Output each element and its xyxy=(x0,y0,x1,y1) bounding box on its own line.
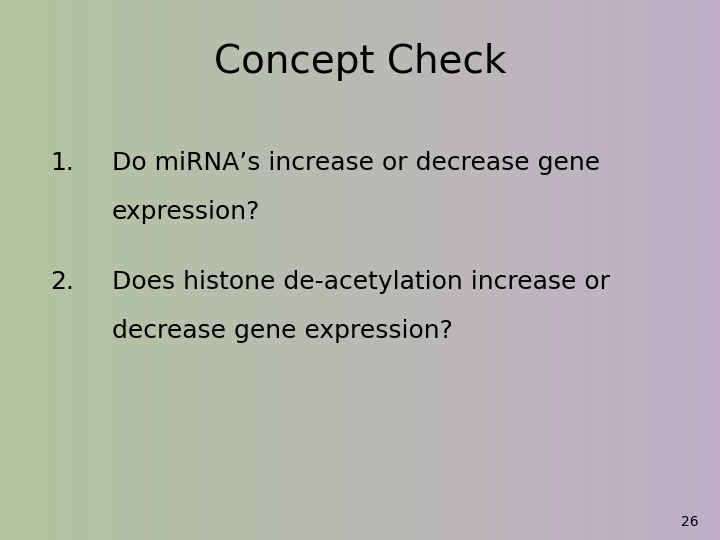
Text: 26: 26 xyxy=(681,515,698,529)
Text: decrease gene expression?: decrease gene expression? xyxy=(112,319,452,342)
Text: Does histone de-acetylation increase or: Does histone de-acetylation increase or xyxy=(112,270,610,294)
Text: 2.: 2. xyxy=(50,270,74,294)
Text: expression?: expression? xyxy=(112,200,260,224)
Text: Concept Check: Concept Check xyxy=(214,43,506,81)
Text: 1.: 1. xyxy=(50,151,74,175)
Text: Do miRNA’s increase or decrease gene: Do miRNA’s increase or decrease gene xyxy=(112,151,600,175)
